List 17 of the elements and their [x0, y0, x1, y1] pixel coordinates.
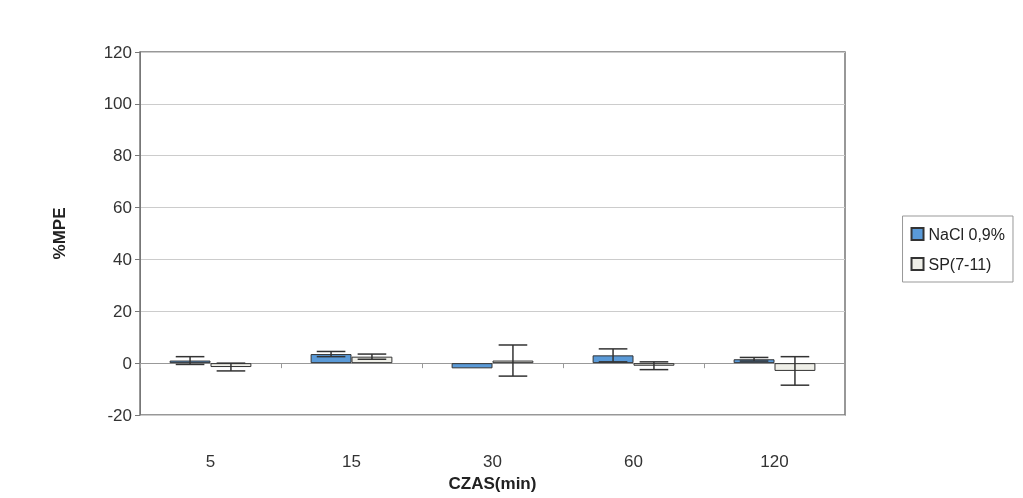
x-tick-label: 30: [483, 452, 502, 471]
y-tick-label: -20: [107, 405, 132, 425]
x-tick-label: 5: [205, 452, 216, 471]
y-tick-label: 80: [113, 146, 132, 166]
legend-label: NaCl 0,9%: [928, 225, 1006, 243]
y-tick-label: 20: [113, 301, 132, 321]
y-tick-label: 120: [103, 42, 132, 62]
legend-label: SP(7-11): [928, 255, 992, 273]
x-tick-label: 60: [624, 452, 643, 471]
y-tick-label: 40: [113, 249, 132, 269]
y-tick-label: 60: [113, 198, 132, 218]
x-tick-label: 120: [760, 452, 789, 471]
x-axis-title: CZAS(min): [448, 473, 537, 493]
y-tick-label: 100: [103, 94, 132, 114]
y-tick-label: 0: [122, 353, 132, 373]
x-tick-label: 15: [342, 452, 361, 471]
y-axis-title: %MPE: [50, 207, 69, 260]
